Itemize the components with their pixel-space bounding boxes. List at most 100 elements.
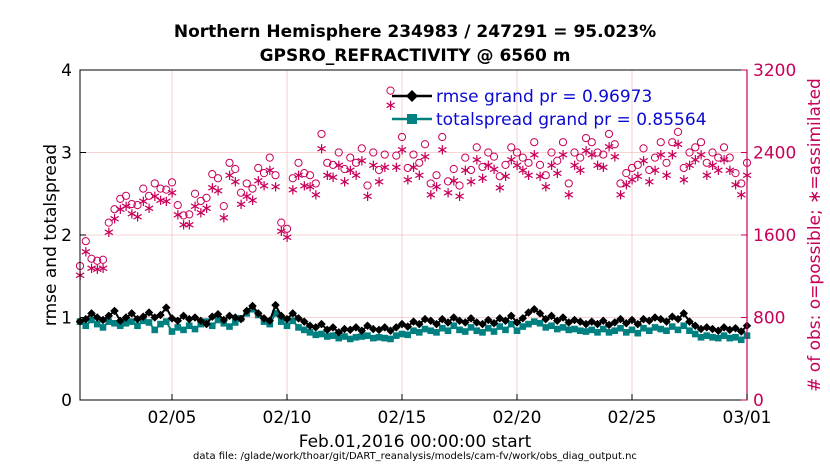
obs-assimilated-point: ∗ — [672, 135, 685, 153]
rmse-point — [98, 315, 108, 325]
obs-assimilated-point: ∗ — [338, 172, 351, 190]
totalspread-point — [645, 327, 653, 334]
rmse-point — [535, 309, 545, 318]
obs-assimilated-point: ∗ — [424, 186, 437, 204]
rmse-point — [616, 314, 625, 324]
obs-assimilated-point: ∗ — [378, 158, 391, 176]
rmse-point — [713, 326, 723, 336]
obs-possible-point — [576, 153, 585, 162]
y-tick-label: 0 — [61, 391, 72, 411]
rmse-point — [598, 316, 608, 326]
obs-assimilated-point: ∗ — [194, 203, 207, 221]
obs-assimilated-point: ∗ — [350, 166, 363, 184]
totalspread-point — [582, 328, 590, 335]
obs-possible-point — [104, 218, 113, 227]
rmse-point — [426, 316, 436, 326]
rmse-point — [621, 318, 631, 328]
obs-assimilated-point: ∗ — [557, 146, 570, 164]
obs-assimilated-point: ∗ — [580, 141, 593, 159]
rmse-point — [512, 318, 522, 327]
totalspread-point — [300, 326, 308, 334]
obs-assimilated-point: ∗ — [626, 170, 639, 188]
rmse-point — [276, 311, 286, 321]
rmse-point — [161, 303, 171, 312]
totalspread-point — [214, 316, 222, 324]
rmse-point — [363, 321, 372, 331]
rmse-point — [541, 314, 551, 324]
obs-possible-point — [213, 174, 223, 183]
rmse-point — [460, 318, 470, 327]
rmse-point — [121, 313, 131, 322]
totalspread-point — [128, 318, 136, 325]
rmse-point — [731, 323, 740, 333]
rmse-point — [403, 322, 413, 331]
obs-assimilated-point: ∗ — [447, 171, 460, 189]
obs-possible-point — [185, 210, 194, 219]
totalspread-point — [134, 322, 141, 330]
obs-possible-point — [656, 138, 665, 147]
totalspread-point — [640, 324, 647, 332]
rmse-point — [593, 319, 602, 329]
totalspread-point — [732, 334, 739, 341]
x-tick-label: 02/15 — [378, 408, 427, 428]
rmse-point — [351, 323, 361, 332]
rmse-point — [288, 309, 298, 318]
legend-totalspread-label: totalspread grand pr = 0.85564 — [436, 110, 707, 130]
obs-possible-point — [242, 179, 251, 188]
totalspread-point — [691, 330, 699, 338]
obs-assimilated-point: ∗ — [384, 96, 397, 114]
obs-possible-point — [679, 163, 688, 173]
obs-possible-point — [524, 158, 533, 167]
obs-possible-point — [351, 158, 361, 167]
totalspread-point — [703, 332, 711, 339]
obs-assimilated-point: ∗ — [551, 164, 564, 182]
rmse-point — [248, 301, 257, 311]
obs-possible-point — [541, 171, 550, 180]
totalspread-point — [651, 324, 659, 331]
rmse-point — [190, 313, 200, 322]
obs-assimilated-point: ∗ — [263, 161, 276, 179]
obs-possible-point — [282, 224, 292, 233]
rmse-point — [633, 319, 643, 329]
totalspread-point — [191, 325, 199, 333]
obs-assimilated-point: ∗ — [614, 186, 627, 204]
totalspread-point — [467, 324, 475, 331]
obs-assimilated-point: ∗ — [217, 208, 230, 226]
rmse-point — [610, 318, 620, 327]
totalspread-point — [410, 327, 417, 334]
obs-possible-point — [673, 127, 683, 136]
obs-possible-point — [305, 171, 315, 180]
obs-assimilated-point: ∗ — [269, 177, 282, 195]
rmse-point — [357, 326, 367, 336]
totalspread-point — [185, 322, 193, 330]
obs-possible-point — [294, 158, 303, 167]
obs-assimilated-point: ∗ — [102, 223, 115, 241]
totalspread-point — [369, 334, 377, 342]
totalspread-point — [283, 322, 291, 330]
obs-possible-point — [173, 200, 182, 210]
x-tick-label: 02/20 — [493, 408, 542, 428]
totalspread-point — [398, 330, 406, 338]
obs-assimilated-point: ∗ — [419, 148, 432, 166]
rmse-point — [483, 315, 493, 325]
obs-possible-point — [547, 148, 556, 157]
totalspread-point — [622, 329, 630, 336]
totalspread-point — [444, 327, 452, 334]
rmse-point — [662, 317, 671, 326]
rmse-point — [386, 326, 395, 336]
totalspread-point — [490, 328, 498, 335]
obs-possible-point — [495, 172, 504, 181]
rmse-point — [685, 317, 694, 326]
obs-assimilated-point: ∗ — [528, 146, 541, 164]
obs-possible-point — [397, 132, 407, 142]
totalspread-point — [438, 324, 446, 332]
obs-possible-point — [685, 148, 694, 157]
obs-assimilated-point: ∗ — [154, 191, 167, 209]
rmse-point — [644, 316, 654, 326]
rmse-point — [311, 323, 321, 332]
y-tick-label: 1 — [61, 309, 72, 329]
obs-assimilated-point: ∗ — [689, 151, 702, 169]
obs-assimilated-point: ∗ — [390, 158, 403, 176]
rmse-point — [242, 306, 252, 316]
obs-assimilated-point: ∗ — [108, 209, 121, 227]
